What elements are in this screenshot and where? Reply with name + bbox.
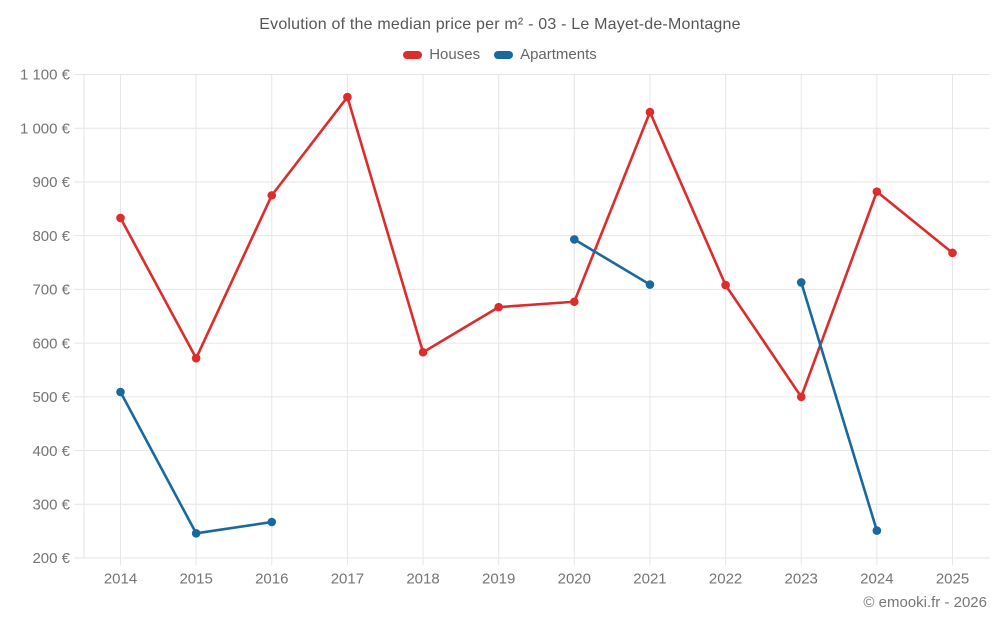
y-axis-tick-label: 300 € — [32, 496, 70, 513]
legend-swatch-houses — [403, 50, 423, 59]
x-axis-tick-label: 2021 — [633, 571, 666, 588]
data-point-houses-2014[interactable] — [116, 213, 125, 223]
y-axis-tick-label: 500 € — [32, 389, 70, 406]
data-point-apartments-2023[interactable] — [796, 278, 806, 287]
x-axis-tick-label: 2017 — [331, 571, 364, 588]
y-axis-tick-label: 200 € — [32, 550, 70, 567]
x-axis-tick-label: 2024 — [860, 571, 893, 588]
x-axis-tick-label: 2025 — [936, 571, 969, 588]
data-point-houses-2018[interactable] — [418, 347, 428, 357]
legend-swatch-apartments — [494, 50, 514, 59]
data-point-apartments-2016[interactable] — [267, 517, 277, 527]
y-axis-tick-label: 600 € — [32, 335, 70, 352]
data-point-apartments-2014[interactable] — [116, 387, 125, 397]
data-point-houses-2017[interactable] — [343, 92, 352, 102]
data-point-houses-2022[interactable] — [721, 280, 730, 290]
data-point-apartments-2024[interactable] — [872, 526, 882, 535]
series-line-apartments — [799, 281, 879, 532]
data-point-apartments-2015[interactable] — [191, 528, 201, 538]
x-axis-tick-label: 2020 — [558, 571, 591, 588]
data-point-houses-2020[interactable] — [570, 297, 579, 307]
x-axis-tick-label: 2014 — [104, 571, 137, 588]
y-axis-tick-label: 1 100 € — [20, 67, 71, 84]
data-point-houses-2024[interactable] — [872, 187, 882, 196]
chart-legend: Houses Apartments — [0, 46, 1000, 63]
chart-title: Evolution of the median price per m² - 0… — [259, 16, 741, 33]
series-line-apartments — [573, 238, 652, 286]
legend-label-apartments: Apartments — [520, 46, 597, 63]
x-axis-tick-label: 2022 — [709, 571, 742, 588]
legend-item-apartments[interactable]: Apartments — [494, 46, 597, 63]
series-line-houses — [119, 95, 954, 399]
data-point-houses-2021[interactable] — [645, 107, 655, 117]
data-point-apartments-2021[interactable] — [645, 280, 655, 289]
y-axis-tick-label: 400 € — [32, 443, 70, 460]
copyright-footer: © emooki.fr - 2026 — [863, 594, 987, 611]
x-axis-tick-label: 2015 — [179, 571, 212, 588]
data-point-houses-2023[interactable] — [796, 392, 806, 402]
data-point-houses-2015[interactable] — [191, 353, 201, 363]
y-axis-tick-label: 1 000 € — [20, 120, 71, 137]
x-axis-tick-label: 2019 — [482, 571, 515, 588]
data-point-houses-2025[interactable] — [948, 248, 957, 258]
y-axis-tick-label: 800 € — [32, 228, 70, 245]
legend-item-houses[interactable]: Houses — [403, 46, 480, 63]
y-axis-tick-label: 700 € — [32, 282, 70, 299]
legend-label-houses: Houses — [429, 46, 481, 63]
x-axis-tick-label: 2018 — [406, 571, 439, 588]
data-point-houses-2016[interactable] — [267, 191, 277, 200]
x-axis-tick-label: 2023 — [785, 571, 818, 588]
data-point-houses-2019[interactable] — [494, 302, 503, 312]
x-axis-tick-label: 2016 — [255, 571, 288, 588]
y-axis-tick-label: 900 € — [32, 174, 70, 191]
data-point-apartments-2020[interactable] — [570, 235, 579, 244]
